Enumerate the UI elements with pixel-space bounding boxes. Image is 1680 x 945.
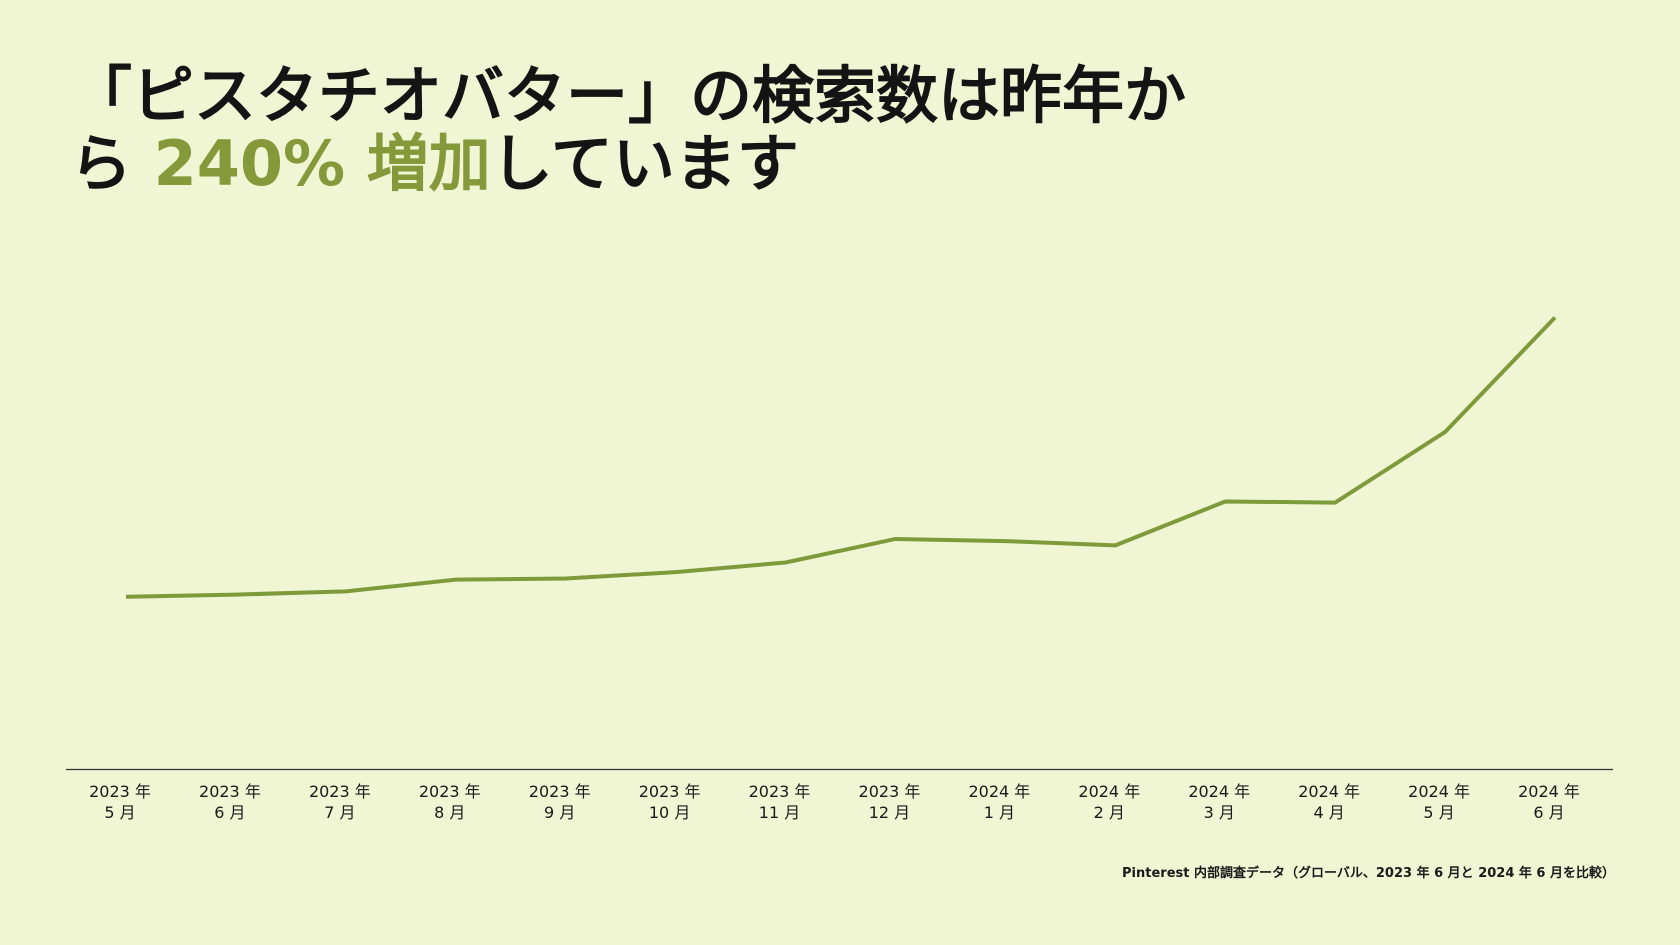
title-text: 「ピスタチオバター」の検索数は昨年から <box>70 59 1187 200</box>
chart-title: 「ピスタチオバター」の検索数は昨年から 240% 増加しています <box>70 62 1190 198</box>
x-tick-label: 2023 年 12 月 <box>858 782 921 822</box>
title-highlight: 240% 増加 <box>153 127 491 200</box>
x-tick-label: 2024 年 4 月 <box>1298 782 1361 822</box>
x-tick-label: 2023 年 8 月 <box>418 782 481 822</box>
x-tick-label: 2024 年 2 月 <box>1078 782 1141 822</box>
x-tick-label: 2024 年 3 月 <box>1188 782 1251 822</box>
x-tick-label: 2023 年 9 月 <box>528 782 591 822</box>
x-tick-label: 2023 年 5 月 <box>89 782 151 822</box>
x-tick-label: 2023 年 7 月 <box>308 782 371 822</box>
title-text: しています <box>490 127 799 200</box>
x-tick-label: 2023 年 10 月 <box>638 782 701 822</box>
line <box>125 316 1557 599</box>
x-tick-label: 2023 年 11 月 <box>748 782 811 822</box>
x-tick-label: 2023 年 6 月 <box>199 782 261 822</box>
x-tick-label: 2024 年 5 月 <box>1408 782 1470 822</box>
x-tick-label: 2024 年 6 月 <box>1518 782 1580 822</box>
x-tick-label: 2024 年 1 月 <box>968 782 1031 822</box>
source-note: Pinterest 内部調査データ（グローバル、2023 年 6 月と 2024… <box>1122 866 1615 881</box>
